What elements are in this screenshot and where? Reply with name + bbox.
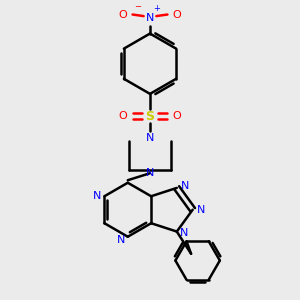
Text: S: S: [146, 110, 154, 123]
Text: −: −: [134, 2, 141, 11]
Text: N: N: [181, 181, 189, 191]
Text: N: N: [146, 133, 154, 143]
Text: N: N: [180, 228, 188, 238]
Text: N: N: [146, 168, 154, 178]
Text: O: O: [172, 111, 182, 121]
Text: O: O: [172, 10, 182, 20]
Text: +: +: [153, 4, 160, 13]
Text: O: O: [118, 111, 127, 121]
Text: N: N: [117, 235, 126, 245]
Text: N: N: [93, 191, 102, 201]
Text: O: O: [118, 10, 127, 20]
Text: N: N: [146, 13, 154, 23]
Text: N: N: [197, 205, 206, 215]
